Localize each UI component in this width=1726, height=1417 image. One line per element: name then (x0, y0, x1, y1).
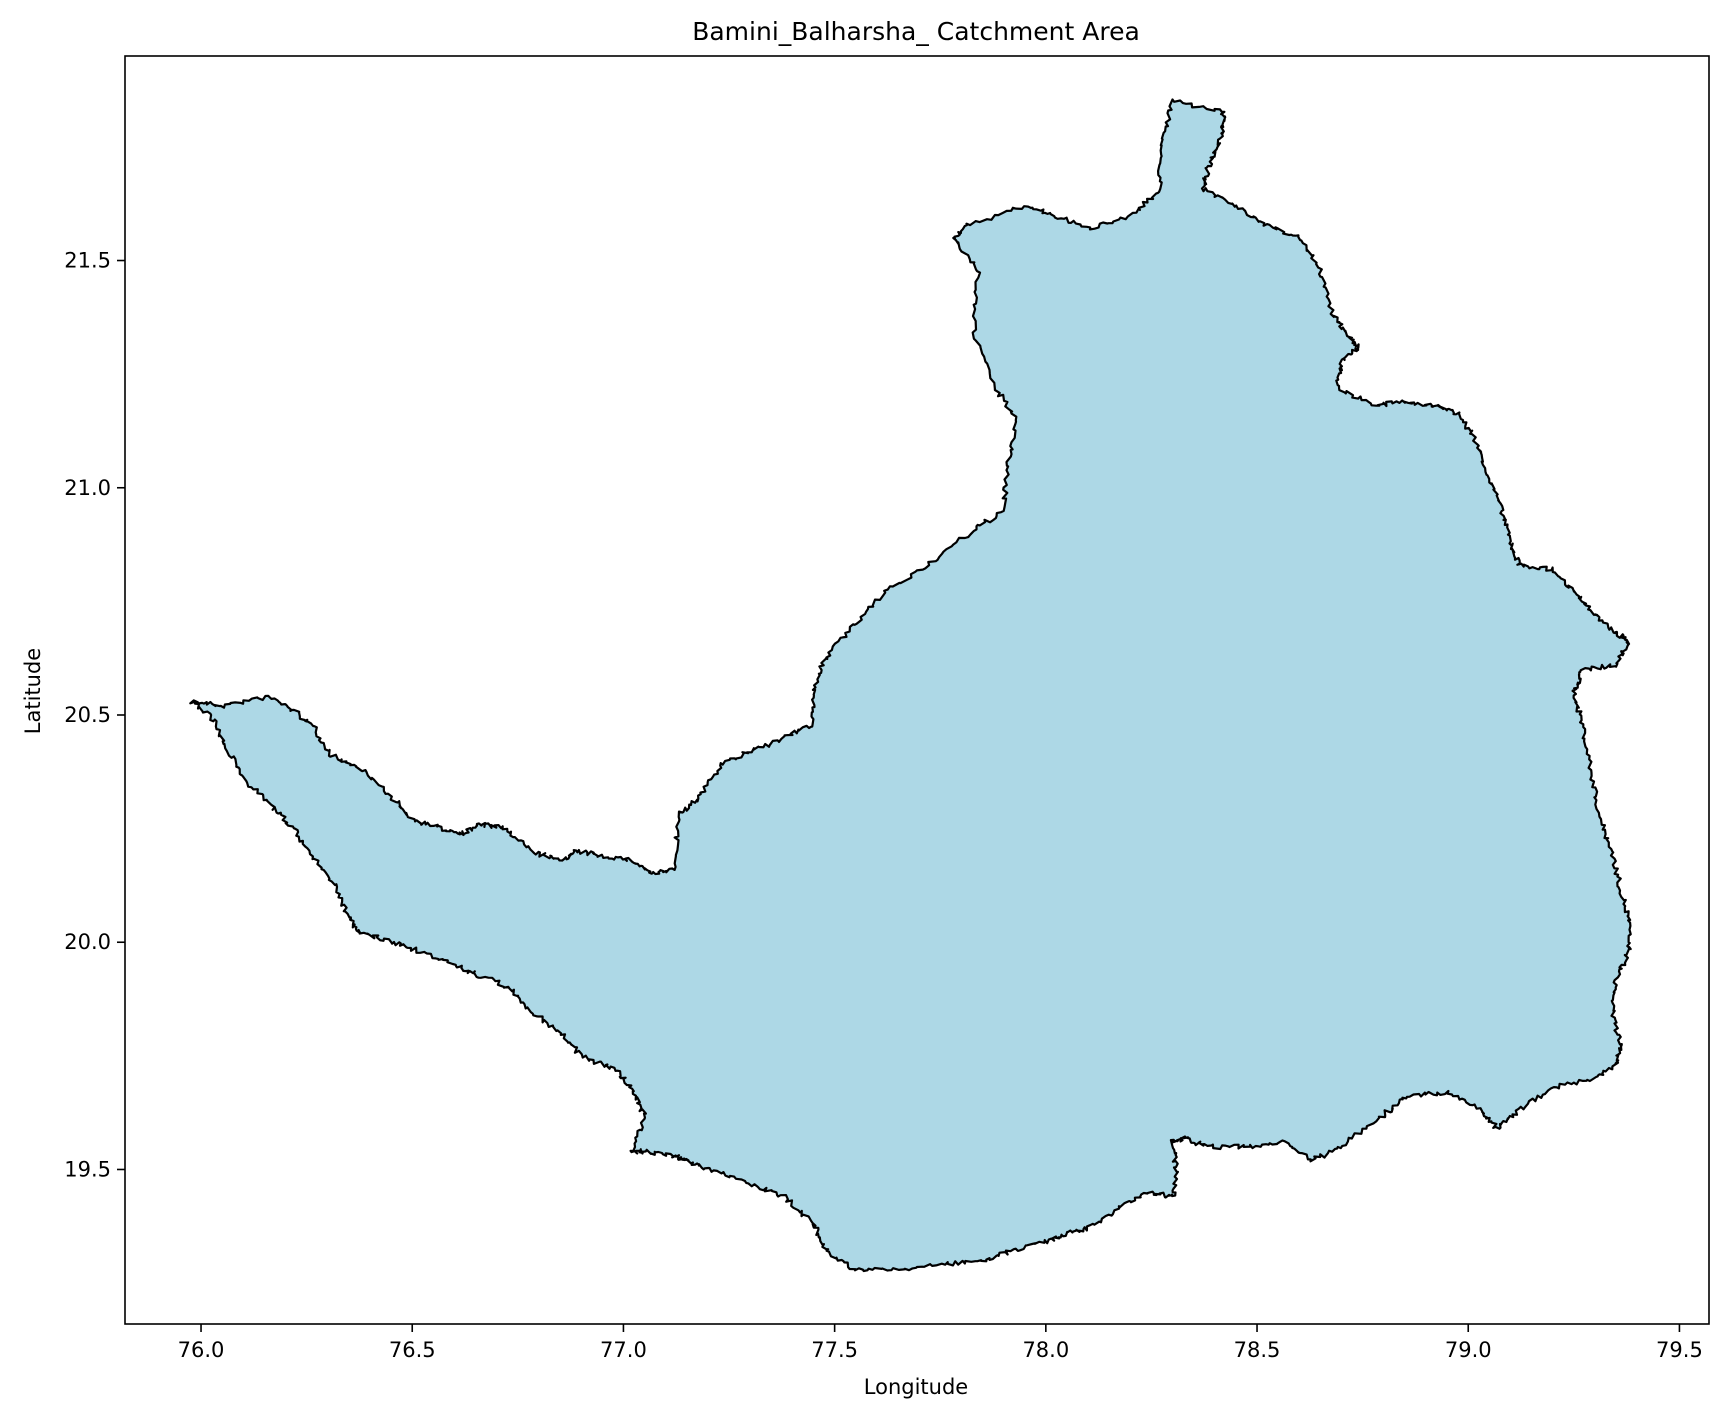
y-tick-label: 21.5 (64, 249, 111, 273)
y-tick-label: 20.0 (64, 930, 111, 954)
x-axis: 76.0 76.5 77.0 77.5 78.0 78.5 79.0 79.5 (178, 1324, 1703, 1362)
y-tick-label: 20.5 (64, 703, 111, 727)
x-tick-label: 78.5 (1234, 1338, 1281, 1362)
x-axis-label: Longitude (864, 1375, 968, 1399)
x-tick-label: 77.0 (600, 1338, 647, 1362)
chart-title: Bamini_Balharsha_ Catchment Area (692, 17, 1140, 46)
y-axis-label: Latitude (21, 648, 45, 734)
y-axis: 19.5 20.0 20.5 21.0 21.5 (64, 249, 125, 1181)
x-tick-label: 76.5 (389, 1338, 436, 1362)
plot-frame (124, 55, 1710, 1325)
y-tick-label: 21.0 (64, 476, 111, 500)
y-tick-label: 19.5 (64, 1157, 111, 1181)
x-tick-label: 77.5 (811, 1338, 858, 1362)
catchment-polygon (189, 98, 1632, 1273)
map-layer (189, 98, 1632, 1273)
x-tick-label: 76.0 (178, 1338, 225, 1362)
x-tick-label: 79.5 (1656, 1338, 1703, 1362)
x-tick-label: 78.0 (1022, 1338, 1069, 1362)
x-tick-label: 79.0 (1445, 1338, 1492, 1362)
